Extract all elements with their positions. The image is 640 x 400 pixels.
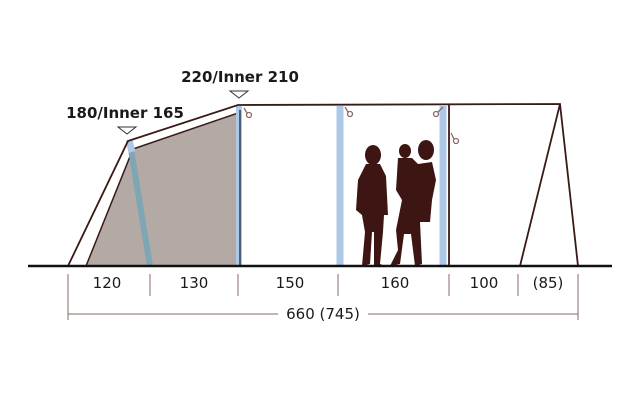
height-marker-front-icon xyxy=(116,126,138,135)
people-silhouette xyxy=(356,140,436,266)
front-pole xyxy=(127,142,153,267)
segment-label: (85) xyxy=(533,274,564,292)
dimension-ticks xyxy=(67,274,579,320)
segment-label: 130 xyxy=(180,274,209,292)
total-length-label: 660 (745) xyxy=(286,305,360,323)
segment-label: 160 xyxy=(381,274,410,292)
segment-label: 150 xyxy=(276,274,305,292)
tent-outline xyxy=(67,103,579,267)
inner-tent xyxy=(84,111,239,267)
front-height-label: 180/Inner 165 xyxy=(66,104,184,122)
segment-label: 100 xyxy=(470,274,499,292)
peak-height-label: 220/Inner 210 xyxy=(181,68,299,86)
front-pole-top xyxy=(125,139,136,153)
height-marker-peak-icon xyxy=(228,90,250,99)
hook-icons xyxy=(243,106,460,145)
canopy-pole xyxy=(519,103,561,267)
segment-label: 120 xyxy=(93,274,122,292)
